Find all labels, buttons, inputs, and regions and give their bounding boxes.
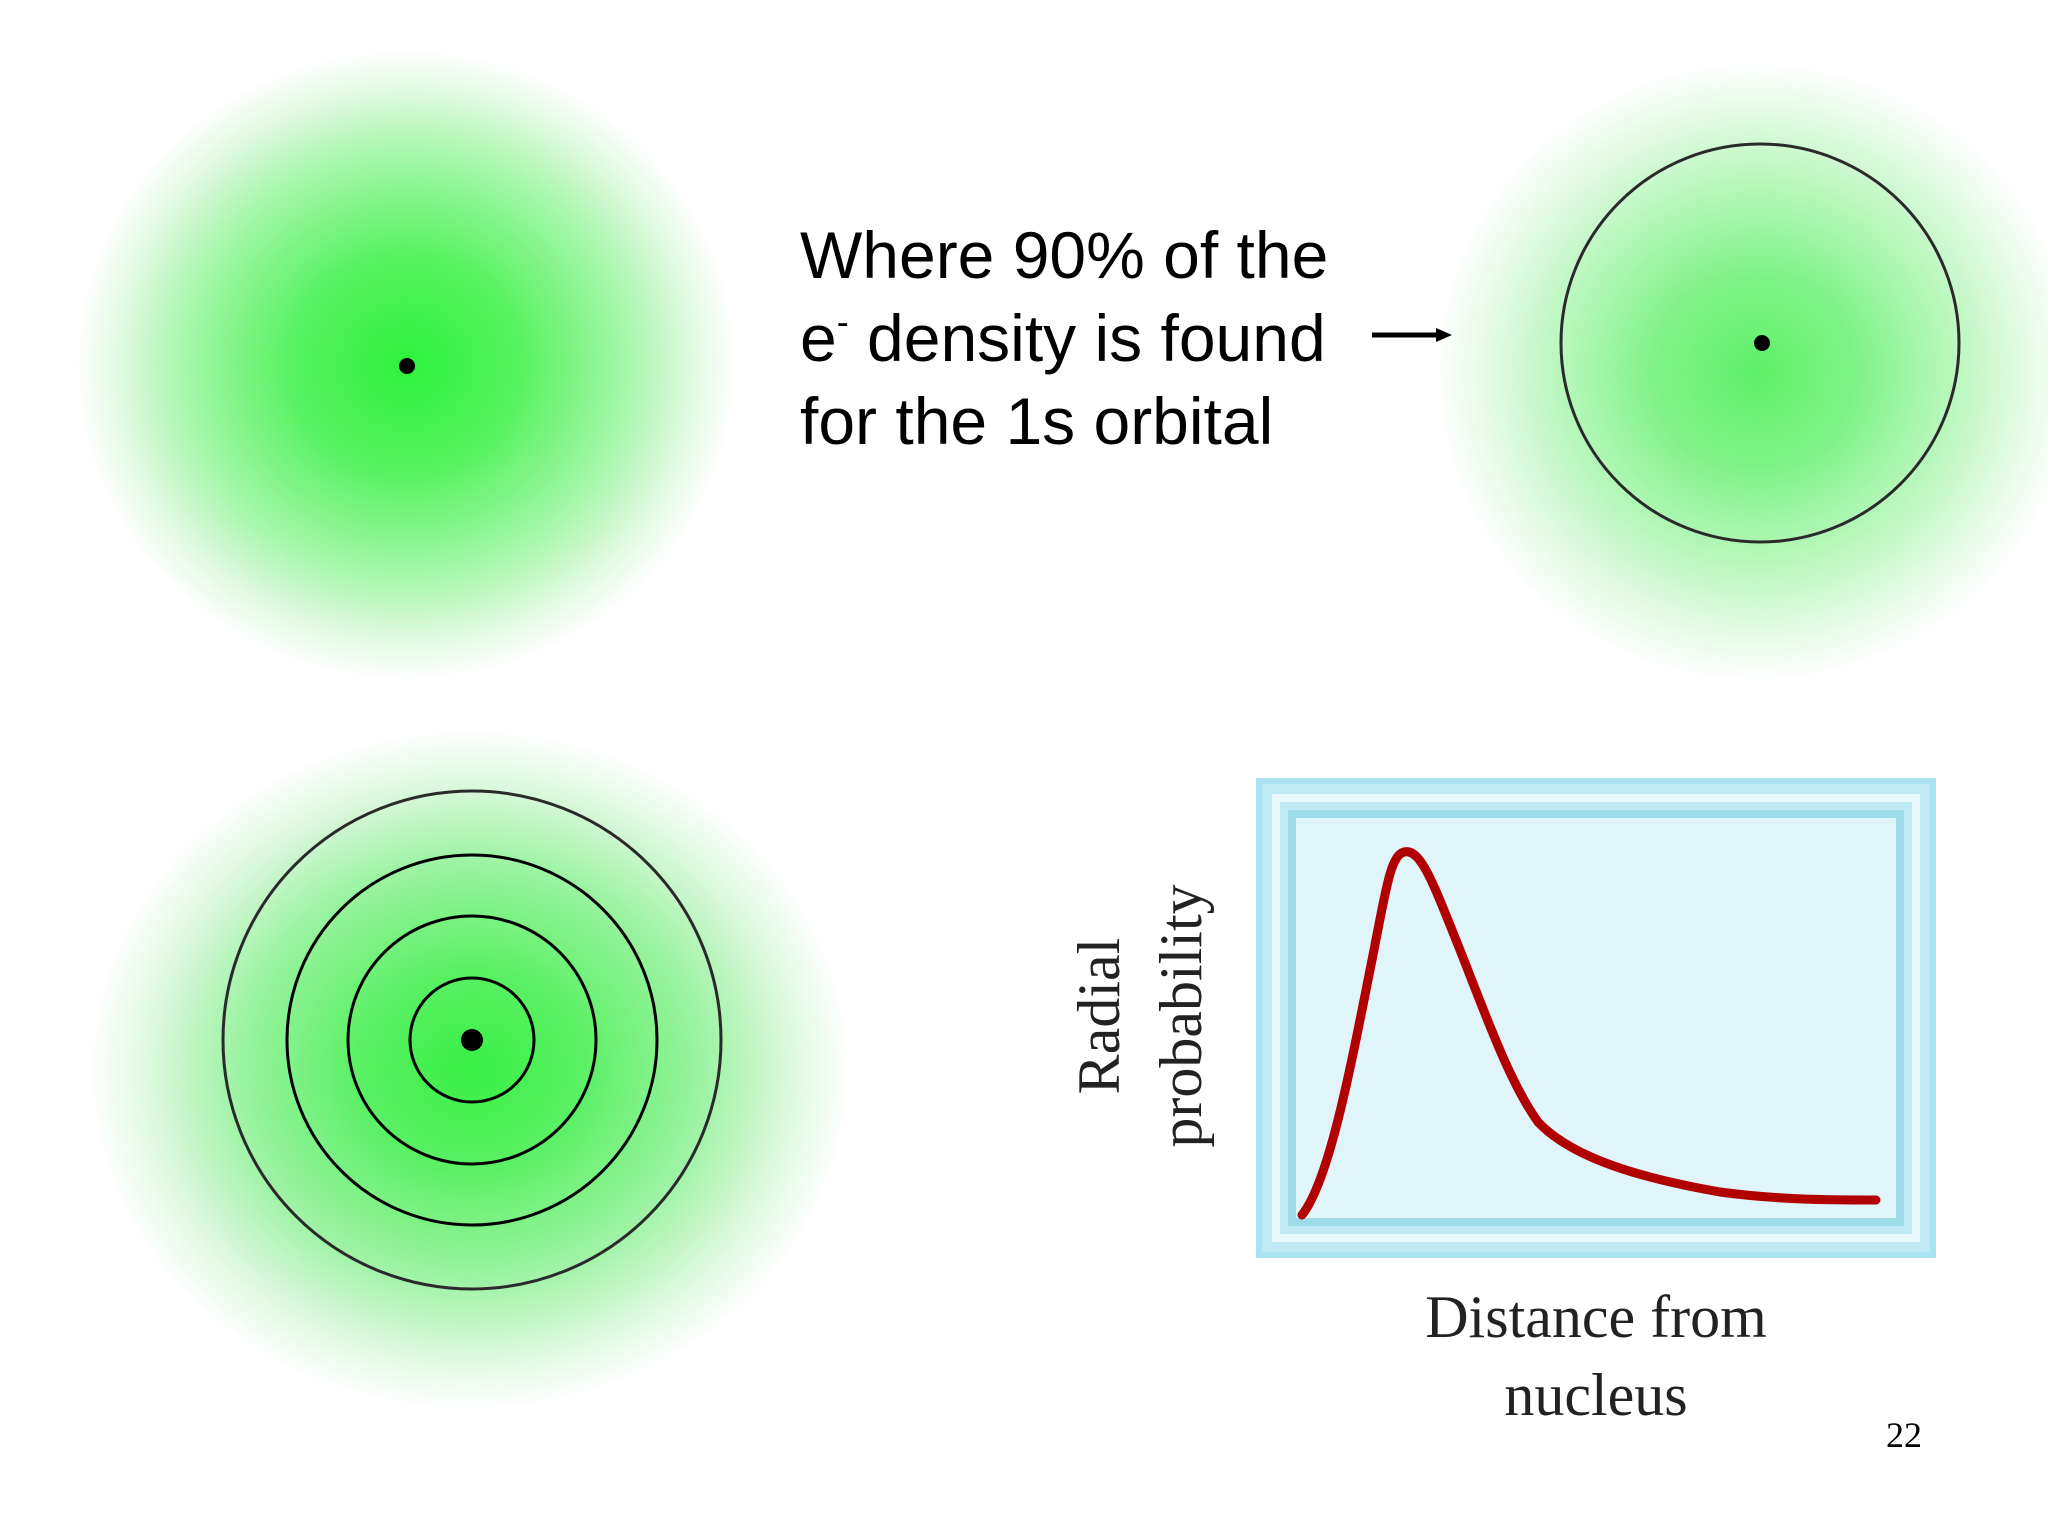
plot-y-axis-label-line-2: probability — [1148, 884, 1214, 1148]
radial-probability-curve — [1297, 847, 1881, 1220]
shell-ring-inner — [408, 976, 536, 1104]
electron-cloud-90-percent — [1436, 62, 2048, 682]
plot-x-axis-label-line-2: nucleus — [1504, 1362, 1688, 1428]
boundary-circle-90-percent — [1559, 142, 1961, 544]
shell-ring-3 — [285, 853, 659, 1227]
nucleus-dot-2 — [1754, 335, 1770, 351]
caption-line-2-suffix: density is found — [848, 301, 1326, 375]
nucleus-dot-3 — [461, 1029, 483, 1051]
caption-line-3: for the 1s orbital — [800, 384, 1274, 458]
plot-y-axis-label: Radial probability — [1060, 866, 1220, 1166]
shell-ring-2 — [346, 914, 598, 1166]
nucleus-dot-1 — [399, 358, 415, 374]
caption-line-2-superscript: - — [836, 301, 849, 342]
electron-cloud-shells — [90, 730, 850, 1410]
shell-ring-outer — [221, 789, 723, 1291]
caption-line-2: e- density is found — [800, 297, 1420, 380]
caption-line-2-prefix: e — [800, 301, 837, 375]
caption-text: Where 90% of the e- density is found for… — [800, 214, 1420, 463]
plot-x-axis-label: Distance from nucleus — [1356, 1278, 1836, 1434]
caption-line-1: Where 90% of the — [800, 218, 1329, 292]
arrow-icon — [1372, 328, 1452, 342]
slide-page-number: 22 — [1886, 1415, 1922, 1455]
plot-y-axis-label-line-1: Radial — [1066, 937, 1132, 1095]
radial-plot-frame — [1256, 778, 1936, 1258]
plot-x-axis-label-line-1: Distance from — [1425, 1284, 1767, 1350]
